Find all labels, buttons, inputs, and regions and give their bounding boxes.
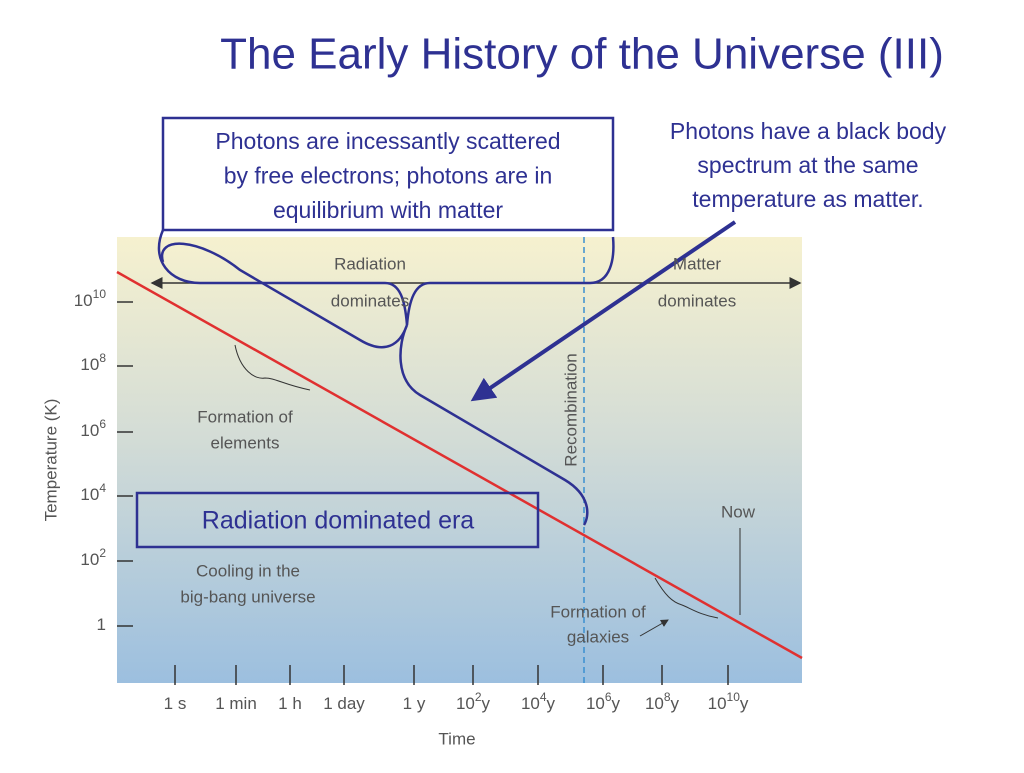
x-tick-label: 1 min	[215, 694, 257, 713]
annotation: Cooling in the	[196, 561, 300, 580]
tick-base: 10	[74, 291, 93, 310]
x-tick-label: 1010y	[708, 690, 749, 713]
now-label: Now	[721, 502, 756, 521]
tick-exp: 8	[99, 351, 106, 365]
region-label: Radiation	[334, 254, 406, 273]
annotation: Formation of	[550, 602, 646, 621]
tick-exp: 4	[99, 481, 106, 495]
tick-base: 10	[80, 421, 99, 440]
note-text: Photons have a black body	[670, 118, 947, 144]
annotation: elements	[211, 433, 280, 452]
tick-base: 1 day	[323, 694, 365, 713]
x-axis-label: Time	[438, 729, 475, 748]
bracket	[160, 242, 589, 526]
tick-exp: 4	[540, 690, 547, 704]
x-tick-label: 1 day	[323, 694, 365, 713]
region-label: dominates	[331, 291, 409, 310]
callout-text: Photons are incessantly scattered	[215, 128, 560, 154]
y-tick-label: 108	[80, 351, 106, 374]
callout-text: by free electrons; photons are in	[224, 163, 553, 189]
x-tick-label: 1 y	[403, 694, 426, 713]
callout-text: equilibrium with matter	[273, 197, 503, 223]
tick-unit: y	[482, 694, 491, 713]
tick-exp: 2	[475, 690, 482, 704]
tick-exp: 10	[727, 690, 741, 704]
x-tick-label: 108y	[645, 690, 680, 713]
y-tick-label: 106	[80, 417, 106, 440]
temperature-line	[116, 270, 803, 660]
arrow	[639, 619, 669, 637]
tick-base: 1 h	[278, 694, 302, 713]
tick-unit: y	[547, 694, 556, 713]
x-tick-label: 104y	[521, 690, 556, 713]
tick-base: 10	[456, 694, 475, 713]
tick-base: 10	[80, 485, 99, 504]
y-tick-label: 1	[97, 615, 106, 634]
tick-base: 10	[80, 355, 99, 374]
tick-base: 1 min	[215, 694, 257, 713]
plot-background	[117, 237, 802, 683]
tick-base: 10	[80, 550, 99, 569]
x-tick-label: 102y	[456, 690, 491, 713]
region-label: Matter	[673, 254, 722, 273]
tick-exp: 6	[605, 690, 612, 704]
recombination-label: Recombination	[561, 353, 580, 466]
region-label: dominates	[658, 291, 736, 310]
tick-base: 1 y	[403, 694, 426, 713]
tick-unit: y	[612, 694, 621, 713]
annotation: big-bang universe	[180, 587, 315, 606]
tick-unit: y	[740, 694, 749, 713]
tick-exp: 6	[99, 417, 106, 431]
y-tick-label: 102	[80, 546, 106, 569]
y-tick-label: 104	[80, 481, 106, 504]
tick-base: 1 s	[164, 694, 187, 713]
tick-base: 10	[708, 694, 727, 713]
tick-exp: 10	[93, 287, 107, 301]
brace	[234, 344, 311, 391]
era-box	[135, 491, 540, 549]
pointer-arrow	[470, 220, 737, 402]
callout-box	[161, 116, 615, 232]
note-text: temperature as matter.	[692, 186, 923, 212]
tick-base: 10	[586, 694, 605, 713]
x-tick-label: 1 s	[164, 694, 187, 713]
annotation: galaxies	[567, 627, 629, 646]
tick-base: 10	[521, 694, 540, 713]
tick-exp: 2	[99, 546, 106, 560]
tick-base: 10	[645, 694, 664, 713]
y-tick-label: 1010	[74, 287, 107, 310]
tick-unit: y	[671, 694, 680, 713]
title: The Early History of the Universe (III)	[220, 30, 944, 79]
note-text: spectrum at the same	[697, 152, 918, 178]
tick-base: 1	[97, 615, 106, 634]
brace	[654, 577, 719, 619]
annotation: Formation of	[197, 407, 293, 426]
x-tick-label: 106y	[586, 690, 621, 713]
tick-exp: 8	[664, 690, 671, 704]
x-tick-label: 1 h	[278, 694, 302, 713]
dynamic: Photons are incessantly scattered by free…	[74, 118, 947, 713]
era-label: Radiation dominated era	[202, 507, 474, 535]
y-axis-label: Temperature (K)	[41, 399, 60, 522]
